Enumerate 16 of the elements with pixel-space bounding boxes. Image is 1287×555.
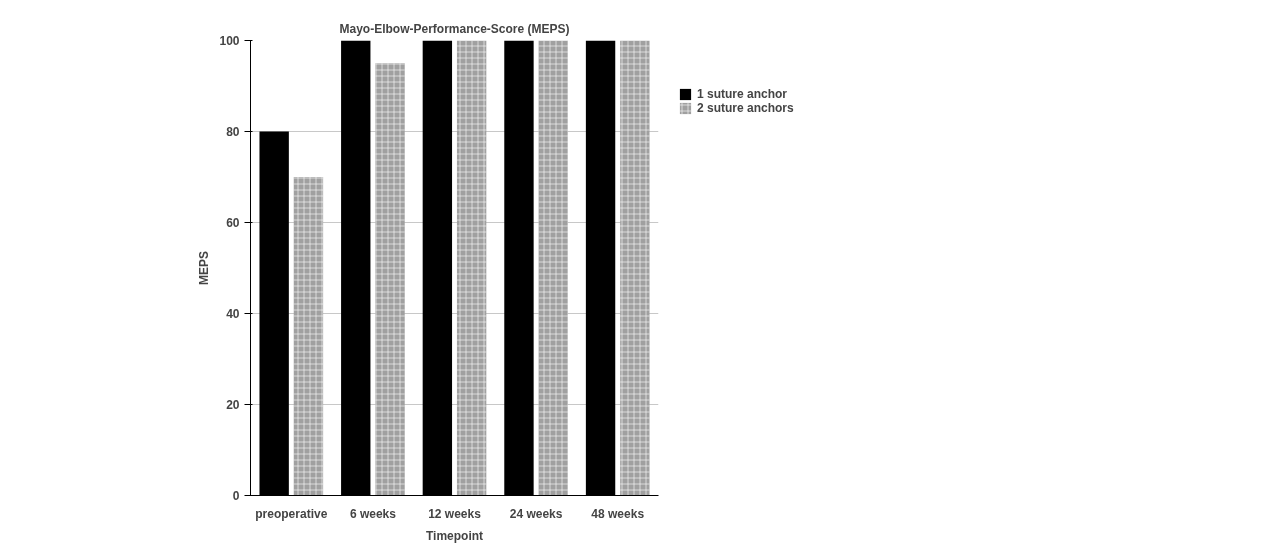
x-axis-title: Timepoint [425, 528, 484, 543]
y-tick-label: 0 [232, 489, 240, 503]
x-tick-label: 48 weeks [591, 506, 645, 521]
y-tick-label: 20 [226, 398, 240, 412]
y-tick-label: 40 [226, 307, 240, 321]
y-axis-title: MEPS [197, 250, 212, 285]
chart-title: Mayo-Elbow-Performance-Score (MEPS) [339, 21, 570, 36]
x-tick-label: 6 weeks [349, 506, 397, 521]
x-tick-label: 12 weeks [428, 506, 482, 521]
x-tick-label: preoperative [255, 506, 328, 521]
y-tick-label: 60 [226, 216, 240, 230]
y-tick-label: 100 [219, 34, 240, 48]
y-tick-label: 80 [226, 125, 240, 139]
legend-label: 2 suture anchors [697, 101, 794, 115]
x-tick-label: 24 weeks [509, 506, 563, 521]
legend-label: 1 suture anchor [697, 87, 788, 101]
